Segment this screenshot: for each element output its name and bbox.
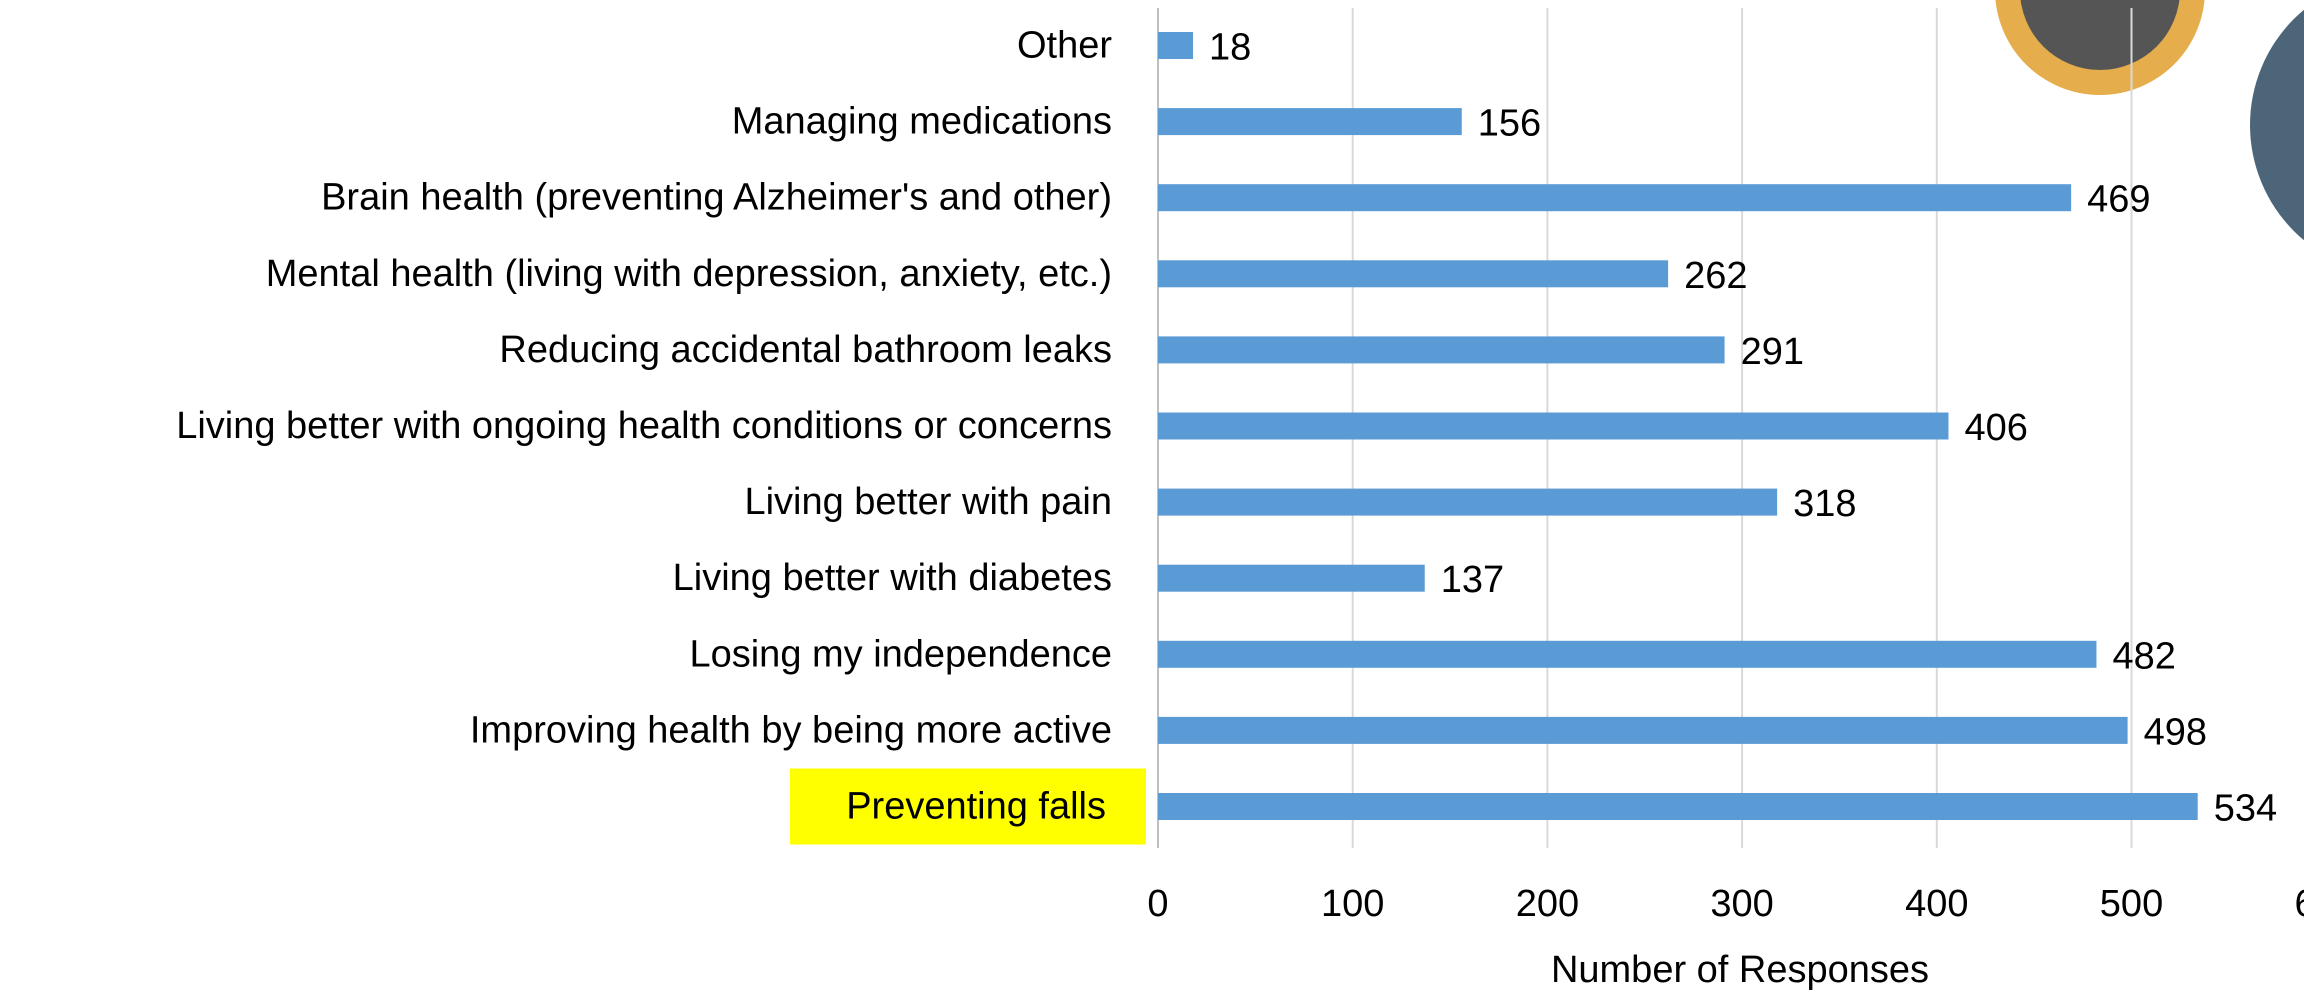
bar: [1158, 32, 1194, 59]
x-axis-title: Number of Responses: [1551, 949, 1929, 991]
y-tick-label: Brain health (preventing Alzheimer's and…: [321, 177, 1112, 219]
bar: [1158, 488, 1778, 516]
value-label: 156: [1478, 103, 1541, 145]
y-tick-label: Living better with diabetes: [673, 557, 1112, 599]
bar: [1158, 640, 2097, 668]
highlight-box: [790, 768, 1146, 845]
value-label: 137: [1441, 559, 1504, 601]
bar: [1158, 108, 1462, 136]
value-label: 469: [2087, 179, 2150, 221]
value-label: 318: [1793, 483, 1856, 525]
value-label: 482: [2112, 635, 2175, 677]
x-tick-label: 300: [1710, 883, 1773, 925]
bar: [1158, 412, 1949, 440]
y-tick-label: Reducing accidental bathroom leaks: [499, 329, 1112, 371]
y-tick-label: Living better with ongoing health condit…: [176, 405, 1112, 447]
y-tick-label: Mental health (living with depression, a…: [266, 253, 1112, 295]
y-tick-label: Living better with pain: [744, 481, 1112, 523]
bar: [1158, 716, 2128, 744]
x-tick-label: 500: [2100, 883, 2163, 925]
x-tick-label: 600: [2294, 883, 2304, 925]
y-tick-label: Other: [1017, 25, 1112, 67]
x-tick-label: 100: [1321, 883, 1384, 925]
value-label: 262: [1684, 255, 1747, 297]
decor-circle-inner: [2020, 0, 2180, 70]
x-tick-label: 0: [1147, 883, 1168, 925]
value-label: 291: [1741, 331, 1804, 373]
y-tick-label: Managing medications: [732, 101, 1112, 143]
y-tick-label: Preventing falls: [846, 786, 1106, 828]
value-label: 534: [2214, 788, 2277, 830]
bar: [1158, 564, 1425, 592]
x-tick-label: 400: [1905, 883, 1968, 925]
bar: [1158, 184, 2072, 212]
decor-circle: [2250, 9, 2304, 241]
bar: [1158, 336, 1725, 364]
value-label: 18: [1209, 27, 1251, 69]
bar: [1158, 260, 1669, 288]
x-tick-label: 200: [1516, 883, 1579, 925]
value-label: 498: [2144, 711, 2207, 753]
y-tick-label: Improving health by being more active: [470, 709, 1112, 751]
value-label: 406: [1964, 407, 2027, 449]
bar: [1158, 793, 2198, 820]
y-tick-label: Losing my independence: [689, 633, 1112, 675]
